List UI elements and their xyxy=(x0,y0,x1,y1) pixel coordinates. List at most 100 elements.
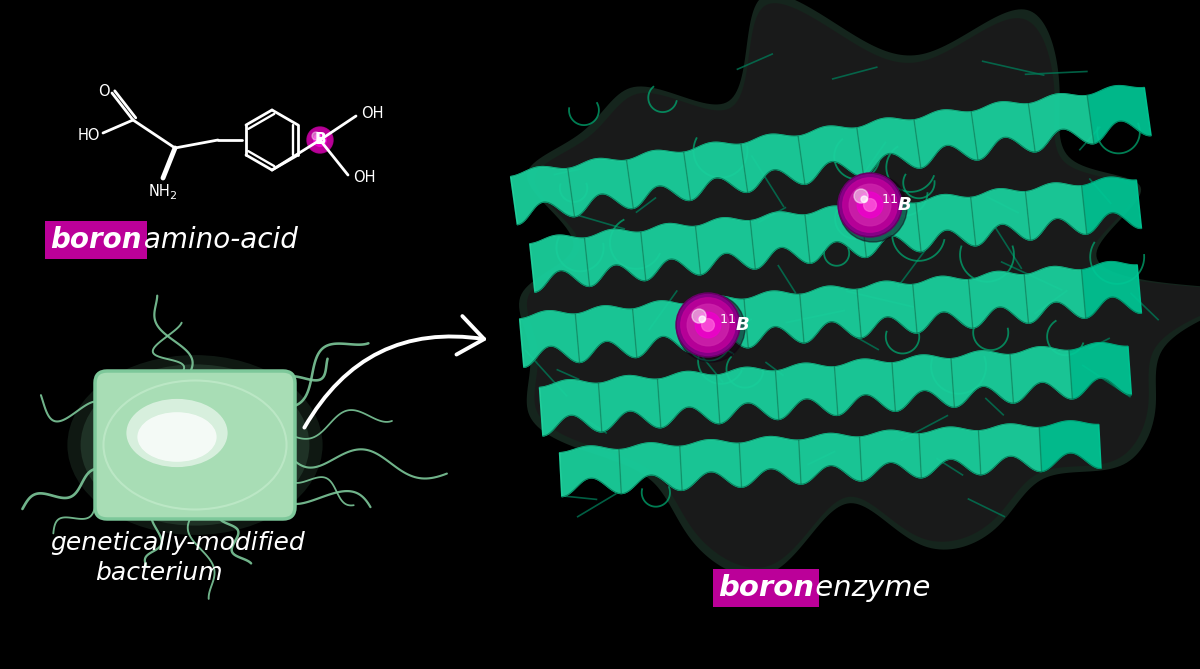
Circle shape xyxy=(308,128,332,152)
Polygon shape xyxy=(658,371,720,427)
Circle shape xyxy=(312,132,320,140)
Circle shape xyxy=(312,132,329,149)
Text: NH: NH xyxy=(148,185,170,199)
Circle shape xyxy=(862,196,868,203)
Polygon shape xyxy=(619,443,682,494)
Circle shape xyxy=(680,298,736,352)
Circle shape xyxy=(864,199,876,211)
Ellipse shape xyxy=(138,412,217,462)
Circle shape xyxy=(695,312,721,338)
Circle shape xyxy=(310,130,330,150)
Ellipse shape xyxy=(67,355,323,535)
Polygon shape xyxy=(862,200,922,258)
Polygon shape xyxy=(689,296,749,353)
Text: genetically-modified: genetically-modified xyxy=(50,531,305,555)
Circle shape xyxy=(678,294,738,355)
Polygon shape xyxy=(527,3,1200,568)
Circle shape xyxy=(676,293,740,357)
Polygon shape xyxy=(1010,347,1073,403)
Circle shape xyxy=(839,174,907,242)
Polygon shape xyxy=(510,86,1151,225)
Text: bacterium: bacterium xyxy=(95,561,223,585)
Polygon shape xyxy=(971,189,1031,246)
FancyArrowPatch shape xyxy=(305,316,484,427)
Circle shape xyxy=(317,136,324,144)
Polygon shape xyxy=(584,229,646,286)
Circle shape xyxy=(850,184,890,226)
Text: HO: HO xyxy=(78,128,101,142)
Text: 2: 2 xyxy=(169,191,176,201)
Polygon shape xyxy=(716,367,779,423)
Circle shape xyxy=(316,136,324,145)
Polygon shape xyxy=(914,110,978,168)
Circle shape xyxy=(311,130,329,149)
Polygon shape xyxy=(744,291,804,348)
Polygon shape xyxy=(568,159,634,217)
Circle shape xyxy=(688,304,728,346)
Circle shape xyxy=(314,134,325,145)
Polygon shape xyxy=(626,151,690,208)
Text: $^{11}$B: $^{11}$B xyxy=(719,315,750,335)
Polygon shape xyxy=(952,351,1013,407)
Polygon shape xyxy=(913,276,973,333)
Polygon shape xyxy=(805,206,866,263)
Polygon shape xyxy=(857,118,920,176)
Polygon shape xyxy=(559,446,622,496)
Polygon shape xyxy=(529,177,1141,292)
Text: boron: boron xyxy=(50,226,142,254)
Text: B: B xyxy=(314,132,326,147)
Text: O: O xyxy=(98,84,110,100)
Polygon shape xyxy=(916,195,976,252)
Polygon shape xyxy=(834,359,895,415)
Polygon shape xyxy=(798,126,864,184)
Text: $^{11}$B: $^{11}$B xyxy=(881,195,912,215)
Circle shape xyxy=(700,316,706,322)
Circle shape xyxy=(692,309,706,323)
Polygon shape xyxy=(641,223,701,280)
Polygon shape xyxy=(540,343,1132,436)
Circle shape xyxy=(677,294,745,362)
Polygon shape xyxy=(775,363,838,419)
Text: OH: OH xyxy=(361,106,383,122)
FancyBboxPatch shape xyxy=(95,371,295,519)
Polygon shape xyxy=(679,440,742,490)
Polygon shape xyxy=(799,434,862,484)
Polygon shape xyxy=(892,355,954,411)
Polygon shape xyxy=(540,380,602,436)
Ellipse shape xyxy=(80,365,310,526)
Polygon shape xyxy=(684,142,748,200)
Polygon shape xyxy=(919,427,980,478)
Polygon shape xyxy=(968,272,1028,328)
Text: amino-acid: amino-acid xyxy=(134,226,298,254)
Polygon shape xyxy=(739,437,802,487)
Circle shape xyxy=(313,132,328,147)
Circle shape xyxy=(313,134,326,147)
Polygon shape xyxy=(750,212,810,269)
Polygon shape xyxy=(520,310,580,367)
Circle shape xyxy=(702,318,714,331)
Polygon shape xyxy=(799,286,862,343)
Circle shape xyxy=(840,175,900,235)
Polygon shape xyxy=(859,430,922,481)
Polygon shape xyxy=(599,375,661,432)
Circle shape xyxy=(857,192,883,218)
Polygon shape xyxy=(520,0,1200,577)
Circle shape xyxy=(308,129,331,151)
Text: enzyme: enzyme xyxy=(806,574,930,602)
Polygon shape xyxy=(1026,183,1087,240)
Polygon shape xyxy=(632,301,692,357)
Polygon shape xyxy=(575,306,637,363)
Circle shape xyxy=(838,173,902,237)
Polygon shape xyxy=(978,424,1042,475)
Polygon shape xyxy=(971,102,1036,160)
Ellipse shape xyxy=(94,374,296,516)
Polygon shape xyxy=(510,167,575,225)
Text: boron: boron xyxy=(718,574,814,602)
Polygon shape xyxy=(857,281,917,338)
Text: OH: OH xyxy=(353,169,376,185)
Polygon shape xyxy=(520,262,1141,367)
Circle shape xyxy=(854,189,868,203)
Polygon shape xyxy=(1025,266,1086,323)
Polygon shape xyxy=(1028,94,1094,152)
Polygon shape xyxy=(529,235,589,292)
